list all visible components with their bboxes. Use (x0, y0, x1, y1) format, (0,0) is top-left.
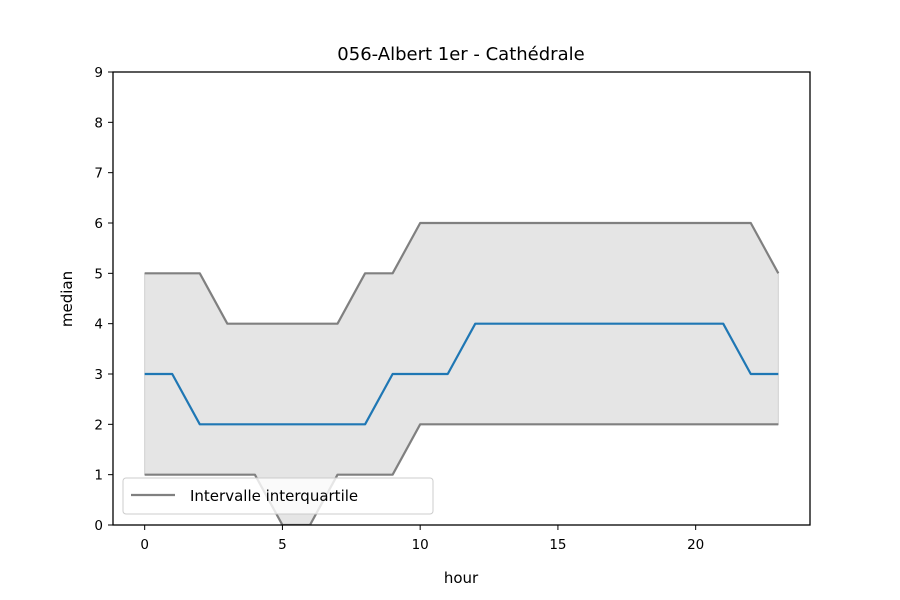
x-tick-label: 10 (412, 537, 429, 553)
median-line (144, 322, 779, 426)
y-tick-label: 1 (94, 468, 103, 484)
x-axis-label: hour (444, 569, 479, 587)
x-tick-label: 5 (278, 537, 287, 553)
legend-box (122, 477, 434, 515)
q1-line (144, 423, 779, 525)
legend: Intervalle interquartile (122, 477, 434, 515)
y-tick-label: 2 (94, 417, 103, 433)
y-tick-label: 9 (94, 65, 103, 81)
y-tick-label: 7 (94, 166, 103, 182)
series-layer (144, 221, 780, 525)
x-tick-label: 0 (140, 537, 149, 553)
y-ticks: 0 1 2 3 4 5 6 7 8 9 (94, 65, 113, 534)
y-tick-label: 8 (94, 115, 103, 131)
q3-line (144, 221, 780, 325)
y-tick-label: 5 (94, 266, 103, 282)
y-tick-label: 3 (94, 367, 103, 383)
x-ticks: 0 5 10 15 20 (140, 525, 704, 553)
chart-title: 056-Albert 1er - Cathédrale (337, 44, 584, 65)
legend-label-quartile: Intervalle interquartile (190, 487, 358, 505)
y-tick-label: 6 (94, 216, 103, 232)
y-tick-label: 4 (94, 317, 103, 333)
x-tick-label: 15 (549, 537, 566, 553)
y-tick-label: 0 (94, 518, 103, 534)
y-axis-label: median (58, 271, 76, 327)
plot-frame (112, 71, 811, 526)
x-tick-label: 20 (687, 537, 704, 553)
plot-area (112, 71, 811, 526)
